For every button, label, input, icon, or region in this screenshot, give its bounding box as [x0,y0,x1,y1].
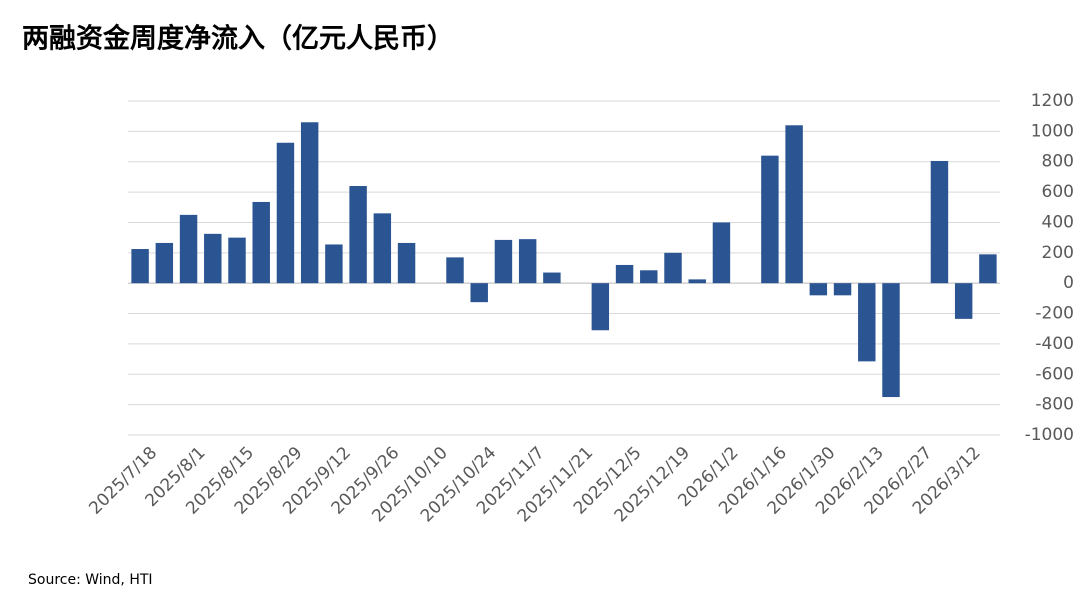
bar [882,283,900,398]
bar [446,257,464,284]
y-tick-label: 0 [1063,273,1074,293]
y-tick-label: -1000 [1025,425,1074,445]
bar [204,233,222,284]
bar [300,122,319,284]
bar [664,252,682,284]
y-tick-label: -600 [1035,364,1074,384]
bar [858,283,876,362]
bar [785,125,803,284]
bar [179,214,198,284]
y-tick-label: -400 [1035,334,1074,354]
bar [688,279,706,284]
bar [518,239,537,284]
y-tick-label: 600 [1042,182,1074,202]
y-tick-label: 800 [1042,152,1074,172]
source: Source: Wind, HTI [28,572,153,588]
y-tick-label: 400 [1042,212,1074,232]
bar [615,264,634,284]
bar [640,270,658,284]
chart-title: 两融资金周度净流入（亿元人民币） [22,23,454,55]
bar [809,283,828,296]
y-tick-label: 1200 [1031,91,1074,111]
bar [373,213,392,284]
bar [131,249,149,284]
bar [228,237,246,284]
bar [761,155,779,284]
y-tick-label: 1000 [1031,121,1074,141]
bar [494,239,513,284]
bar [930,160,949,284]
bar [325,244,343,284]
x-tick-label: 2025/7/18 [85,443,161,519]
y-tick-label: -200 [1035,304,1074,324]
bar [979,254,997,284]
bar [833,283,852,296]
bar [276,142,295,284]
bar [591,283,610,331]
y-tick-label: -800 [1035,395,1074,415]
bar [252,201,270,284]
y-tick-label: 200 [1042,243,1074,263]
bar [543,272,561,284]
bar [470,283,488,303]
bar [954,283,973,319]
bar [349,186,367,284]
bar [712,222,731,284]
bar [155,242,174,284]
bar [397,242,416,284]
